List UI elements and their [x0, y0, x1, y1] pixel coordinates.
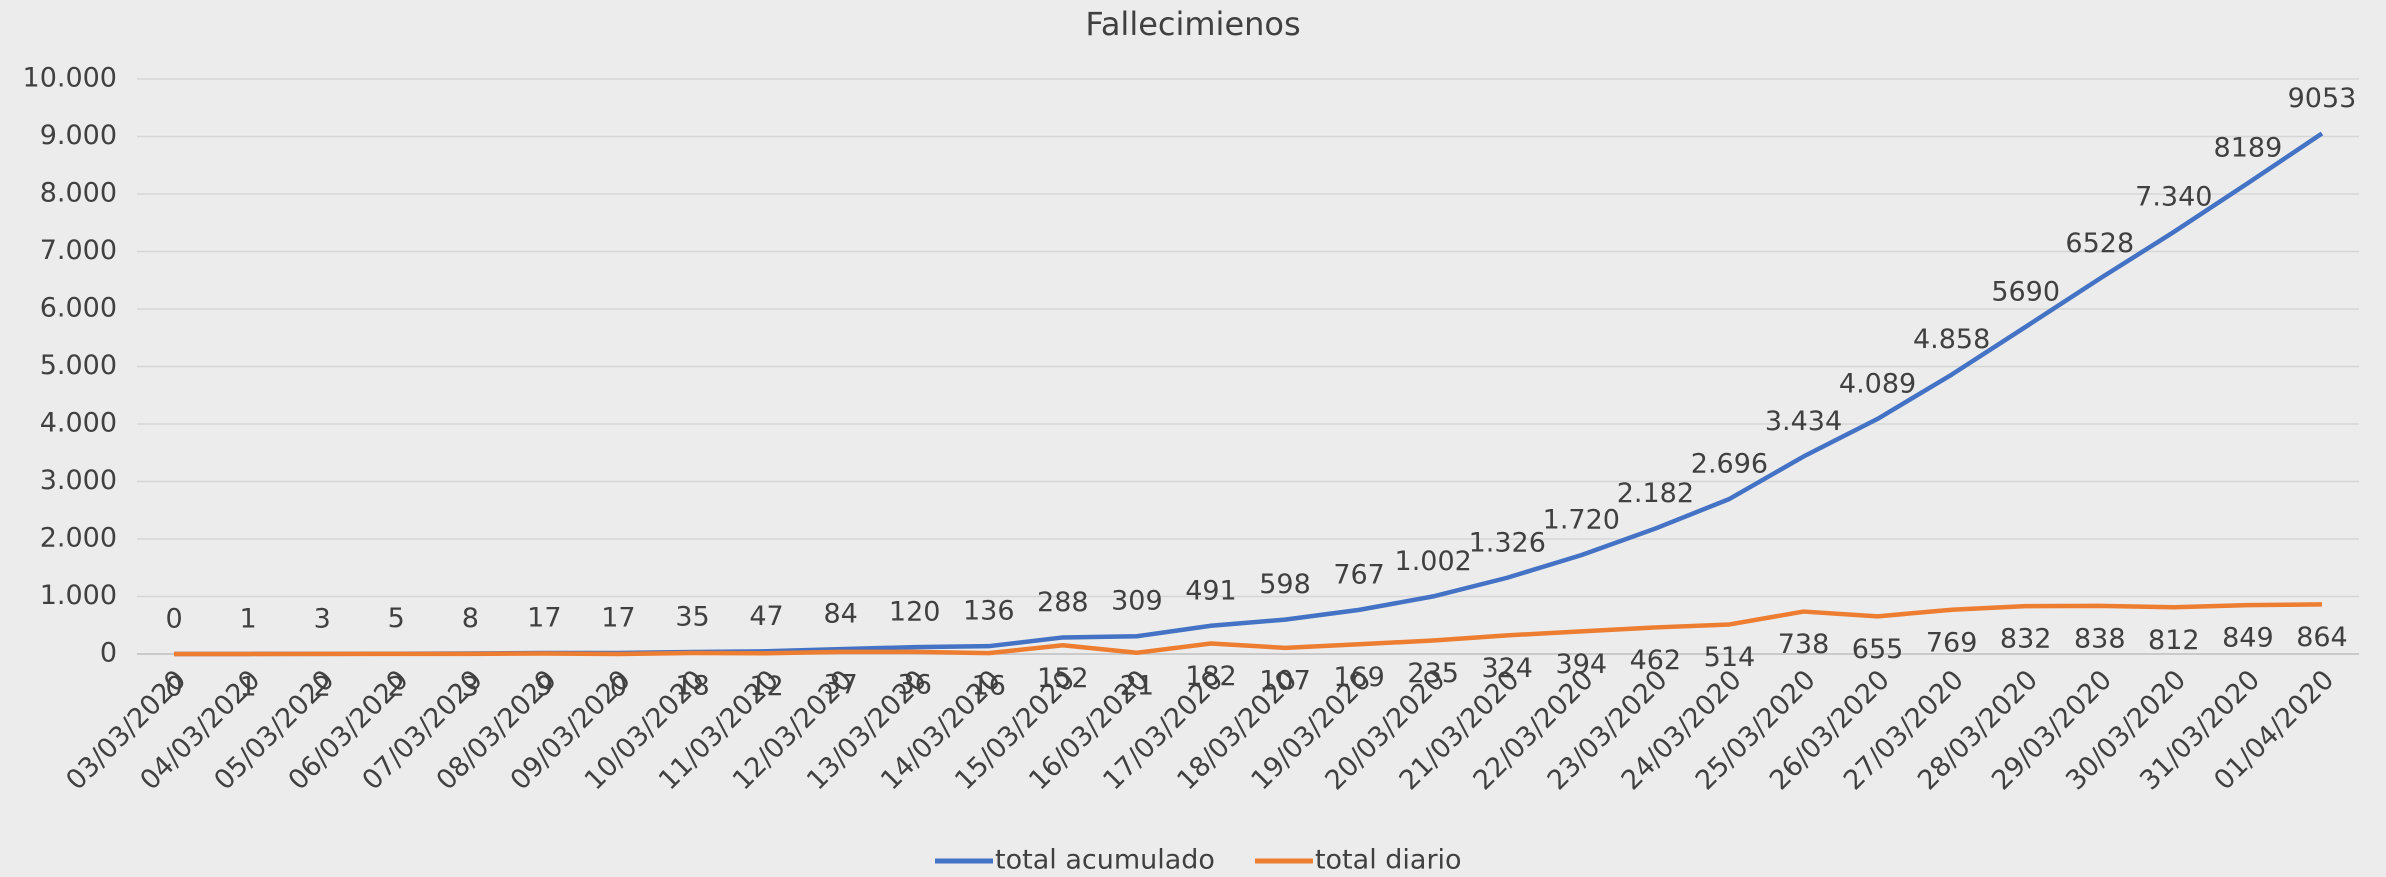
data-label: 864: [2296, 622, 2348, 653]
data-label: 0: [165, 604, 182, 635]
data-label: 9: [536, 671, 553, 702]
data-label: 309: [1111, 586, 1163, 617]
data-label: 849: [2222, 623, 2274, 654]
data-label: 152: [1037, 663, 1089, 694]
data-label: 1.720: [1543, 505, 1620, 536]
data-label: 36: [898, 669, 932, 700]
data-label: 37: [823, 669, 857, 700]
series-line: [174, 133, 2322, 654]
data-label: 6528: [2065, 228, 2134, 259]
data-label: 0: [165, 672, 182, 703]
data-label: 832: [2000, 624, 2052, 655]
data-label: 107: [1259, 665, 1311, 696]
data-label: 8: [462, 603, 479, 634]
y-tick-label: 10.000: [23, 63, 117, 94]
data-label: 1.002: [1395, 546, 1472, 577]
data-label: 120: [889, 597, 941, 628]
data-label: 0: [610, 672, 627, 703]
data-label: 491: [1185, 575, 1237, 606]
legend-label: total acumulado: [995, 845, 1215, 876]
data-label: 2: [314, 671, 331, 702]
data-label: 9053: [2288, 83, 2357, 114]
y-tick-label: 4.000: [40, 408, 117, 439]
data-label: 7.340: [2135, 181, 2212, 212]
data-label: 136: [963, 596, 1015, 627]
data-label: 3.434: [1765, 406, 1842, 437]
data-label: 169: [1333, 662, 1385, 693]
y-tick-label: 9.000: [40, 120, 117, 151]
data-label: 812: [2148, 625, 2200, 656]
data-label: 4.858: [1913, 324, 1990, 355]
data-label: 21: [1120, 670, 1154, 701]
y-tick-label: 6.000: [40, 293, 117, 324]
data-label: 47: [749, 601, 783, 632]
data-label: 84: [823, 599, 857, 630]
y-tick-label: 0: [100, 638, 117, 669]
chart-title: Fallecimienos: [1085, 5, 1300, 43]
data-label: 235: [1407, 658, 1459, 689]
data-label: 17: [527, 603, 561, 634]
data-label: 1: [240, 671, 257, 702]
data-label: 18: [675, 670, 709, 701]
data-label: 16: [972, 671, 1006, 702]
y-tick-label: 2.000: [40, 523, 117, 554]
y-tick-label: 8.000: [40, 178, 117, 209]
data-label: 324: [1481, 653, 1533, 684]
y-tick-label: 7.000: [40, 235, 117, 266]
data-label: 17: [601, 603, 635, 634]
data-label: 8189: [2214, 133, 2283, 164]
data-label: 394: [1556, 649, 1608, 680]
y-tick-label: 5.000: [40, 350, 117, 381]
data-label: 5: [388, 603, 405, 634]
data-label: 769: [1926, 627, 1978, 658]
data-label: 182: [1185, 661, 1237, 692]
data-label: 2.182: [1617, 478, 1694, 509]
data-label: 838: [2074, 623, 2126, 654]
data-label: 12: [749, 671, 783, 702]
data-label: 738: [1778, 629, 1830, 660]
data-label: 655: [1852, 634, 1904, 665]
y-tick-label: 3.000: [40, 465, 117, 496]
y-tick-label: 1.000: [40, 580, 117, 611]
data-label: 1: [240, 603, 257, 634]
data-label: 5690: [1991, 276, 2060, 307]
data-label: 462: [1630, 645, 1682, 676]
data-label: 598: [1259, 569, 1311, 600]
data-label: 2: [388, 671, 405, 702]
data-label: 1.326: [1469, 527, 1546, 558]
chart: Fallecimienos 0 1.000 2.000 3.000 4.000 5.000…: [0, 0, 2386, 877]
data-label: 288: [1037, 587, 1089, 618]
data-label: 2.696: [1691, 448, 1768, 479]
data-label: 3: [462, 671, 479, 702]
legend-label: total diario: [1315, 845, 1462, 876]
data-label: 767: [1333, 559, 1385, 590]
data-label: 3: [314, 603, 331, 634]
data-label: 514: [1704, 642, 1756, 673]
data-label: 35: [675, 601, 709, 632]
data-label: 4.089: [1839, 368, 1916, 399]
